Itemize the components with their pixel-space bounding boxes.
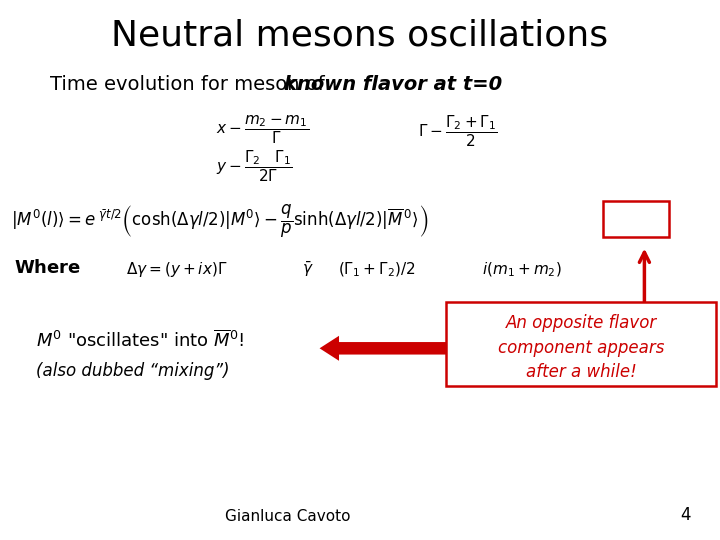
Text: $\Delta\gamma = (y+ix)\Gamma$: $\Delta\gamma = (y+ix)\Gamma$ bbox=[126, 260, 228, 279]
Text: $M^0$ "oscillates" into $\overline{M}^0$!: $M^0$ "oscillates" into $\overline{M}^0$… bbox=[36, 329, 244, 351]
FancyBboxPatch shape bbox=[446, 302, 716, 386]
Text: (also dubbed “mixing”): (also dubbed “mixing”) bbox=[36, 362, 230, 380]
Text: $\bar{\gamma}$: $\bar{\gamma}$ bbox=[302, 260, 314, 279]
Text: An opposite flavor
component appears
after a while!: An opposite flavor component appears aft… bbox=[498, 314, 665, 381]
Text: $x - \dfrac{m_2 - m_1}{\Gamma}$: $x - \dfrac{m_2 - m_1}{\Gamma}$ bbox=[216, 113, 309, 146]
Text: known flavor at t=0: known flavor at t=0 bbox=[284, 75, 503, 93]
Text: Neutral mesons oscillations: Neutral mesons oscillations bbox=[112, 19, 608, 53]
Text: Gianluca Cavoto: Gianluca Cavoto bbox=[225, 509, 351, 524]
Text: $\mathbf{Where}$: $\mathbf{Where}$ bbox=[14, 259, 81, 277]
FancyBboxPatch shape bbox=[603, 201, 669, 237]
FancyArrowPatch shape bbox=[320, 336, 454, 361]
Text: 4: 4 bbox=[680, 506, 691, 524]
Text: $|M^0(l)\rangle = e^{\;\bar{\gamma}t/2}\left(\cosh(\Delta\gamma l/2)|M^0\rangle : $|M^0(l)\rangle = e^{\;\bar{\gamma}t/2}\… bbox=[11, 202, 428, 240]
Text: $\Gamma - \dfrac{\Gamma_2 + \Gamma_1}{2}$: $\Gamma - \dfrac{\Gamma_2 + \Gamma_1}{2}… bbox=[418, 113, 498, 149]
Text: $y - \dfrac{\Gamma_2 \quad \Gamma_1}{2\Gamma}$: $y - \dfrac{\Gamma_2 \quad \Gamma_1}{2\G… bbox=[216, 148, 293, 184]
Text: Time evolution for meson of: Time evolution for meson of bbox=[50, 75, 331, 93]
Text: $i(m_1 + m_2)$: $i(m_1 + m_2)$ bbox=[482, 260, 562, 279]
Text: $(\Gamma_1 + \Gamma_2)/2$: $(\Gamma_1 + \Gamma_2)/2$ bbox=[338, 260, 415, 279]
